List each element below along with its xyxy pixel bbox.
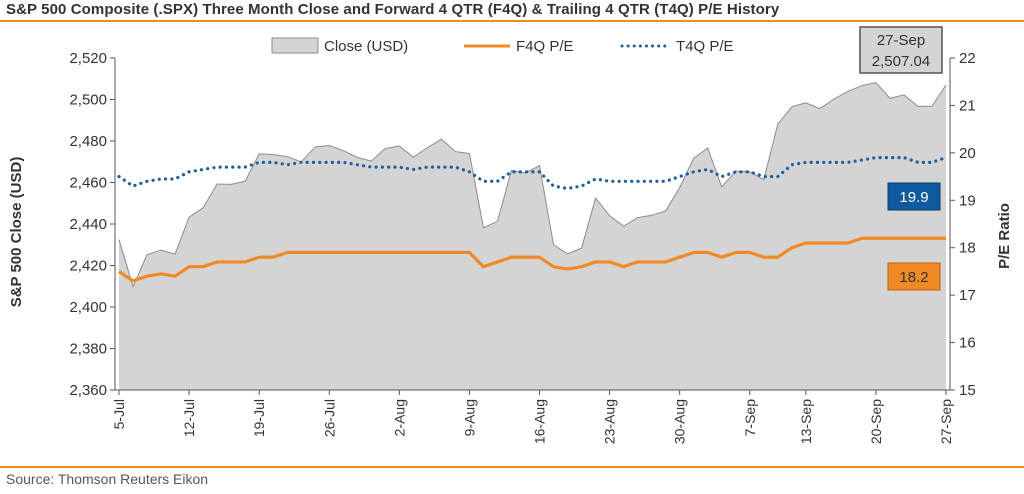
legend-t4q-label: T4Q P/E bbox=[676, 38, 734, 55]
last-close-label: 2,507.04 bbox=[872, 53, 930, 70]
x-tick-label: 7-Sep bbox=[742, 399, 758, 437]
legend-close-swatch bbox=[271, 37, 319, 54]
left-tick-label: 2,400 bbox=[69, 299, 107, 316]
x-axis: 5-Jul 12-Jul 19-Jul 26-Jul 2-Aug 9-Aug 16-Aug 2… bbox=[111, 390, 954, 444]
left-tick-label: 2,520 bbox=[69, 50, 107, 67]
x-tick-label: 5-Jul bbox=[111, 399, 127, 429]
chart: 2,360 2,380 2,400 2,420 2,440 2,460 2,480 2,500… bbox=[8, 26, 1013, 444]
x-tick-label: 19-Jul bbox=[251, 399, 267, 437]
x-tick-label: 27-Sep bbox=[938, 399, 954, 444]
close-area bbox=[119, 82, 946, 391]
x-tick-label: 12-Jul bbox=[181, 399, 197, 437]
left-tick-label: 2,440 bbox=[69, 216, 107, 233]
top-rule bbox=[0, 20, 1024, 22]
x-tick-label: 9-Aug bbox=[461, 399, 477, 436]
left-axis: 2,360 2,380 2,400 2,420 2,440 2,460 2,480 2,500… bbox=[69, 50, 115, 399]
f4q-line bbox=[118, 236, 946, 283]
left-axis-title: S&P 500 Close (USD) bbox=[8, 157, 25, 308]
last-date-label: 27-Sep bbox=[877, 32, 925, 49]
right-tick-label: 20 bbox=[959, 145, 976, 162]
x-tick-label: 30-Aug bbox=[672, 399, 688, 444]
legend: Close (USD) F4Q P/E T4Q P/E bbox=[271, 37, 734, 55]
x-tick-label: 20-Sep bbox=[868, 399, 884, 444]
x-tick-label: 13-Sep bbox=[798, 399, 814, 444]
plot-area bbox=[114, 58, 951, 391]
f4q-value-label: 18.2 bbox=[899, 269, 928, 286]
x-tick-label: 2-Aug bbox=[391, 399, 407, 436]
left-tick-label: 2,500 bbox=[69, 92, 107, 109]
right-tick-label: 22 bbox=[959, 50, 976, 67]
left-tick-label: 2,380 bbox=[69, 341, 107, 358]
source-note: Source: Thomson Reuters Eikon bbox=[6, 471, 209, 487]
chart-title: S&P 500 Composite (.SPX) Three Month Clo… bbox=[6, 1, 780, 18]
right-tick-label: 16 bbox=[959, 335, 976, 352]
right-axis-title: P/E Ratio bbox=[996, 203, 1013, 269]
right-tick-label: 21 bbox=[959, 97, 976, 114]
right-tick-label: 18 bbox=[959, 240, 976, 257]
close-line bbox=[118, 81, 947, 289]
right-tick-label: 19 bbox=[959, 192, 976, 209]
left-tick-label: 2,480 bbox=[69, 133, 107, 150]
legend-close-label: Close (USD) bbox=[324, 38, 408, 55]
bottom-rule bbox=[0, 466, 1024, 468]
x-tick-label: 16-Aug bbox=[532, 399, 548, 444]
x-tick-label: 26-Jul bbox=[321, 399, 337, 437]
t4q-value-label: 19.9 bbox=[899, 189, 928, 206]
left-tick-label: 2,460 bbox=[69, 175, 107, 192]
f4q-value-badge: 18.2 bbox=[887, 262, 941, 291]
right-tick-label: 17 bbox=[959, 287, 976, 304]
left-tick-label: 2,420 bbox=[69, 258, 107, 275]
right-axis: 15 16 17 18 19 20 21 22 bbox=[950, 50, 976, 399]
t4q-value-badge: 19.9 bbox=[887, 182, 941, 211]
legend-f4q-label: F4Q P/E bbox=[516, 38, 574, 55]
last-close-callout: 27-Sep 2,507.04 bbox=[859, 26, 943, 74]
x-tick-label: 23-Aug bbox=[602, 399, 618, 444]
left-tick-label: 2,360 bbox=[69, 382, 107, 399]
right-tick-label: 15 bbox=[959, 382, 976, 399]
t4q-line bbox=[117, 156, 948, 191]
